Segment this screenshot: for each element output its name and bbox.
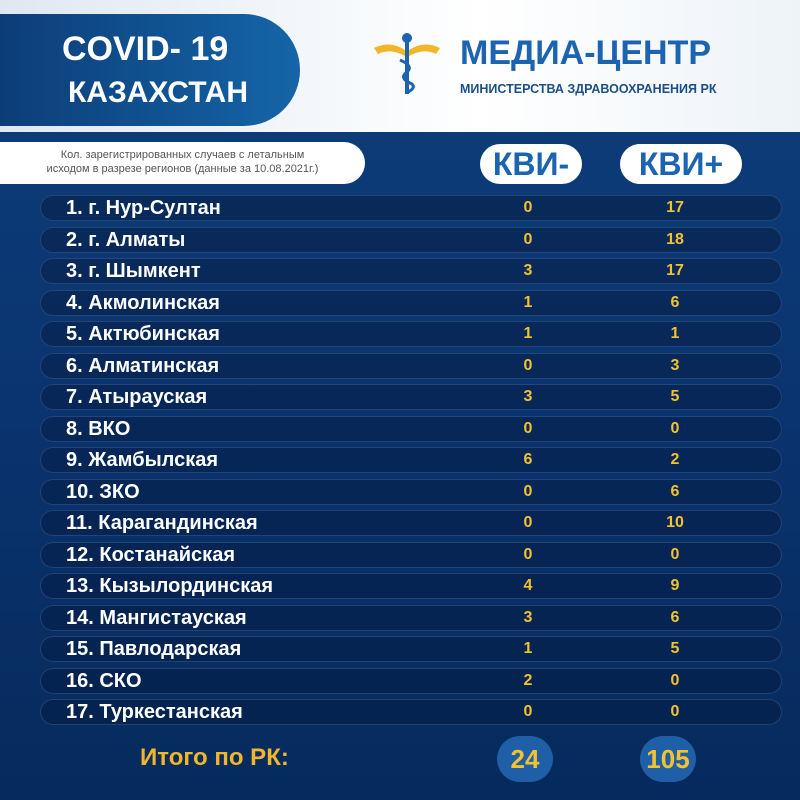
cell-value: 3 — [523, 262, 533, 279]
cell-value: 0 — [523, 230, 533, 248]
region-name: 16. СКО — [66, 669, 142, 692]
region-name: 9. Жамбылская — [66, 449, 219, 471]
region-name: 10. ЗКО — [66, 480, 140, 503]
region-name: 12. Костанайская — [66, 543, 235, 566]
cell-value: 1 — [670, 325, 680, 342]
cell-value: 5 — [670, 388, 680, 405]
total-value: 105 — [640, 736, 696, 782]
cell-value: 1 — [523, 325, 533, 342]
cell-value: 10 — [666, 514, 684, 531]
region-name: 15. Павлодарская — [66, 638, 242, 660]
row-bar — [40, 573, 782, 599]
cell-value: 0 — [523, 514, 533, 531]
region-name: 3. г. Шымкент — [66, 260, 201, 282]
total-label: Итого по РК: — [140, 744, 289, 771]
cell-value: 0 — [523, 356, 533, 374]
cell-value: 0 — [523, 199, 533, 216]
cell-value: 6 — [670, 608, 680, 626]
row-bar — [40, 447, 782, 473]
row-bar — [40, 258, 782, 284]
region-name: 17. Туркестанская — [66, 701, 243, 723]
title-panel: COVID- 19 КАЗАХСТАН — [0, 14, 300, 126]
note: Кол. зарегистрированных случаев с леталь… — [0, 142, 365, 184]
row-bar — [40, 510, 782, 536]
region-name: 7. Атырауская — [66, 386, 208, 408]
note-line: исходом в разрезе регионов (данные за 10… — [46, 163, 319, 175]
logo-icon — [374, 33, 440, 94]
cell-value: 0 — [523, 482, 533, 500]
cell-value: 0 — [523, 545, 533, 563]
cell-value: 0 — [523, 419, 533, 437]
cell-value: 2 — [523, 671, 533, 689]
logo-title: МЕДИА-ЦЕНТР — [460, 34, 712, 72]
region-name: 1. г. Нур-Султан — [66, 197, 221, 219]
cell-value: 4 — [523, 577, 533, 594]
row-bar — [40, 636, 782, 662]
row-bar — [40, 541, 782, 568]
cell-value: 2 — [670, 451, 680, 468]
row-bar — [40, 195, 782, 221]
row-bar — [40, 667, 782, 694]
cell-value: 1 — [523, 293, 533, 311]
row-bar — [40, 226, 782, 253]
row-bar — [40, 352, 782, 379]
cell-value: 17 — [666, 199, 684, 216]
cell-value: 0 — [523, 703, 533, 720]
region-name: 11. Карагандинская — [66, 512, 258, 534]
column-header: КВИ+ — [620, 144, 742, 184]
cell-value: 5 — [670, 640, 680, 657]
row-bar — [40, 289, 782, 316]
row-bar — [40, 699, 782, 725]
cell-value: 0 — [670, 671, 680, 689]
region-name: 4. Акмолинская — [66, 291, 220, 314]
cell-value: 1 — [523, 640, 533, 657]
total-value: 24 — [497, 736, 553, 782]
row-bar — [40, 384, 782, 410]
region-name: 6. Алматинская — [66, 354, 220, 377]
column-header: КВИ- — [480, 144, 582, 184]
cell-value: 0 — [670, 545, 680, 563]
cell-value: 6 — [523, 451, 533, 468]
note-line: Кол. зарегистрированных случаев с леталь… — [60, 149, 305, 161]
row-bar — [40, 415, 782, 442]
row-bar — [40, 478, 782, 505]
region-name: 8. ВКО — [66, 417, 131, 440]
cell-value: 9 — [670, 577, 680, 594]
region-name: 14. Мангистауская — [66, 606, 247, 629]
region-name: 2. г. Алматы — [66, 228, 186, 251]
cell-value: 3 — [670, 356, 680, 374]
cell-value: 3 — [523, 608, 533, 626]
row-bar — [40, 321, 782, 347]
cell-value: 17 — [666, 262, 684, 279]
cell-value: 0 — [670, 419, 680, 437]
row-bar — [40, 604, 782, 631]
title: КАЗАХСТАН — [68, 76, 248, 109]
region-name: 13. Кызылординская — [66, 575, 274, 597]
cell-value: 18 — [666, 230, 684, 248]
cell-value: 6 — [670, 482, 680, 500]
title: COVID- 19 — [62, 30, 229, 68]
region-name: 5. Актюбинская — [66, 323, 220, 345]
cell-value: 0 — [670, 703, 680, 720]
logo-subtitle: МИНИСТЕРСТВА ЗДРАВООХРАНЕНИЯ РК — [460, 82, 717, 96]
cell-value: 3 — [523, 388, 533, 405]
cell-value: 6 — [670, 293, 680, 311]
